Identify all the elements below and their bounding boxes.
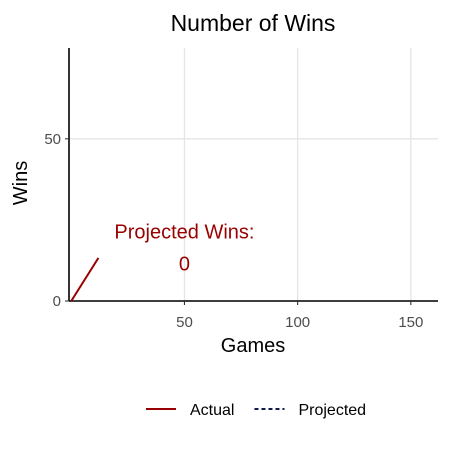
series-lines	[70, 257, 100, 302]
legend-label-projected: Projected	[298, 402, 366, 419]
y-tick-label-0: 0	[53, 293, 61, 310]
grid-lines	[69, 48, 438, 302]
y-axis-label: Wins	[10, 161, 32, 205]
legend-label-actual: Actual	[190, 402, 234, 419]
series-line-actual	[70, 257, 100, 302]
x-axis-ticks: 50 100 150	[176, 301, 423, 331]
x-axis-label: Games	[221, 335, 285, 357]
y-tick-label-50: 50	[44, 131, 61, 148]
x-tick-label-150: 150	[398, 314, 423, 331]
legend: Actual Projected	[146, 402, 366, 419]
y-axis-ticks: 0 50	[44, 131, 69, 310]
chart-title: Number of Wins	[171, 10, 336, 36]
x-tick-label-50: 50	[176, 314, 193, 331]
annotation-projected-wins-label: Projected Wins:	[114, 221, 254, 243]
x-tick-label-100: 100	[285, 314, 310, 331]
annotation-projected-wins-value: 0	[179, 254, 190, 276]
